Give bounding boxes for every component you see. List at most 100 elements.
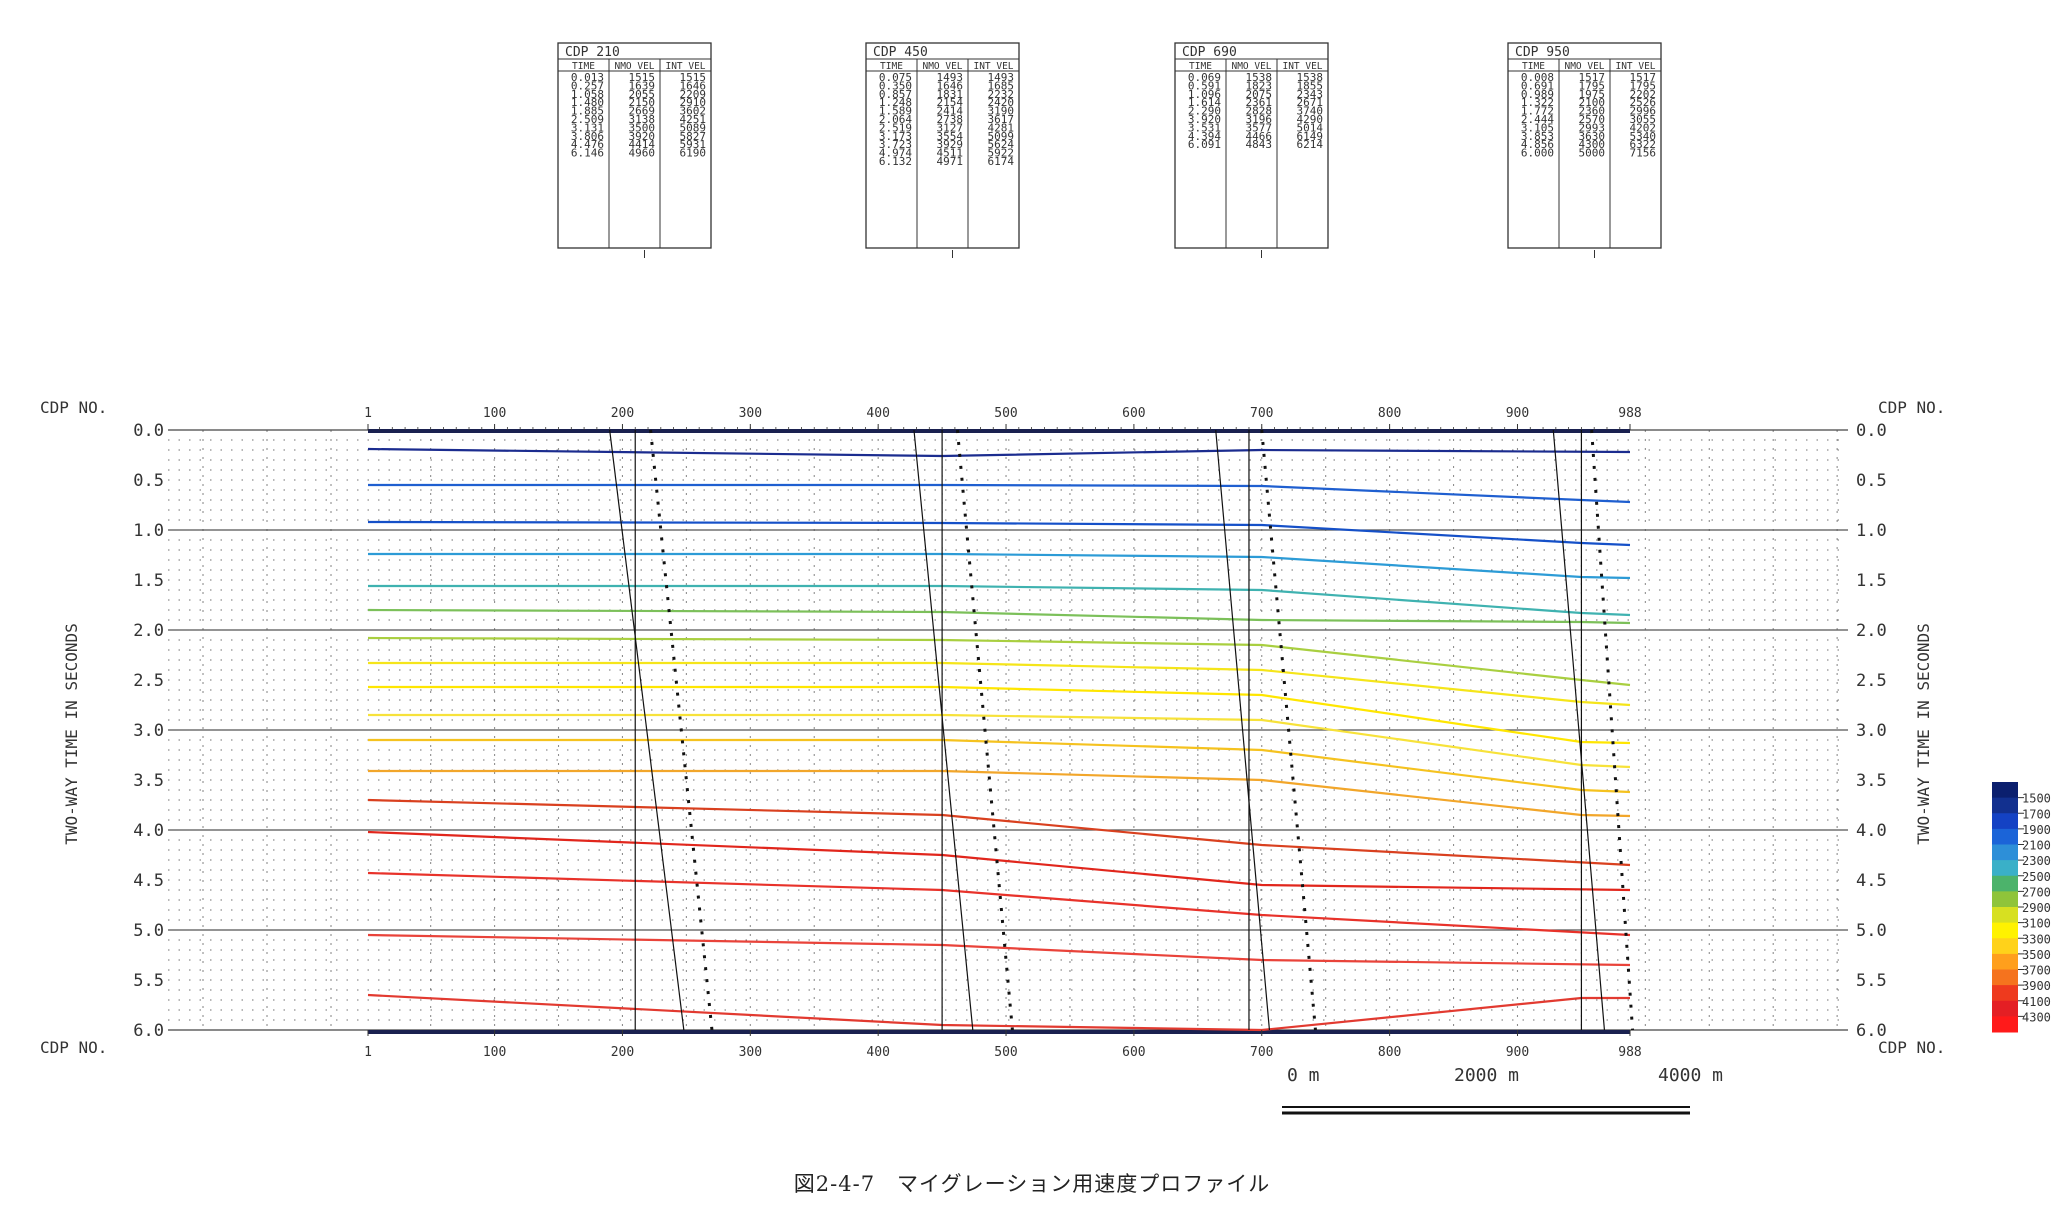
cdp-table-cell: 2360 bbox=[1579, 105, 1606, 118]
time-axis-title-right: TWO-WAY TIME IN SECONDS bbox=[1914, 623, 1933, 845]
velocity-contour-10 bbox=[368, 713, 1631, 769]
cdp-table-cell: 6322 bbox=[1630, 138, 1657, 151]
cdp-table-cell: 5340 bbox=[1630, 130, 1657, 143]
cdp-table-header: NMO VEL bbox=[614, 61, 654, 72]
cdp-table-cell: 4.394 bbox=[1188, 130, 1221, 143]
colorbar-label: 3100 bbox=[2022, 917, 2051, 931]
cdp-table-header: INT VEL bbox=[1282, 61, 1322, 72]
colorbar-swatch bbox=[1992, 938, 2018, 955]
time-tick-label-right: 0.5 bbox=[1856, 471, 1887, 491]
time-tick-label-right: 5.5 bbox=[1856, 971, 1887, 991]
colorbar-swatch bbox=[1992, 969, 2018, 986]
cdp-table-cell: 5922 bbox=[988, 147, 1015, 160]
major-time-lines bbox=[168, 529, 1848, 931]
cdp-table-cell: 2570 bbox=[1579, 113, 1606, 126]
cdp-tick-label-bottom: 500 bbox=[994, 1045, 1017, 1060]
cdp-table-cell: 5000 bbox=[1579, 147, 1606, 160]
cdp-table-cell: 1646 bbox=[680, 79, 707, 92]
cdp-table-cell: 2232 bbox=[988, 88, 1015, 101]
colorbar-swatch bbox=[1992, 875, 2018, 892]
colorbar-label: 2500 bbox=[2022, 870, 2051, 884]
velocity-contour-1 bbox=[367, 447, 1631, 458]
cdp-table-header: INT VEL bbox=[665, 61, 705, 72]
colorbar-label: 4300 bbox=[2022, 1010, 2051, 1024]
time-tick-label-right: 0.0 bbox=[1856, 421, 1887, 441]
colorbar-swatch bbox=[1992, 891, 2018, 908]
colorbar-swatch bbox=[1992, 797, 2018, 814]
colorbar-swatch bbox=[1992, 922, 2018, 939]
cdp-table-cell: 1538 bbox=[1297, 71, 1324, 84]
profile-line-cdp-210 bbox=[609, 429, 685, 1031]
colorbar-label: 1500 bbox=[2022, 792, 2051, 806]
cdp-table-cell: 6190 bbox=[680, 147, 707, 160]
colorbar-swatch bbox=[1992, 828, 2018, 845]
cdp-table-cell: 3196 bbox=[1246, 113, 1273, 126]
cdp-table-header: NMO VEL bbox=[1231, 61, 1271, 72]
cdp-table-title: CDP 210 bbox=[565, 45, 620, 60]
cdp-table-cell: 5089 bbox=[680, 121, 707, 134]
cdp-tick-label-bottom: 600 bbox=[1122, 1045, 1145, 1060]
cdp-table-cell: 4.856 bbox=[1521, 138, 1554, 151]
cdp-table-cell: 1795 bbox=[1579, 79, 1606, 92]
cdp-table-cell: 3577 bbox=[1246, 121, 1273, 134]
cdp-table-cell: 4511 bbox=[937, 147, 964, 160]
velocity-contour-8 bbox=[368, 661, 1631, 707]
cdp-table-cell: 3.853 bbox=[1521, 130, 1554, 143]
cdp-table-cell: 4251 bbox=[680, 113, 707, 126]
cdp-table-cell: 2361 bbox=[1246, 96, 1273, 109]
cdp-table-header: TIME bbox=[1522, 61, 1545, 72]
cdp-table-cell: 1831 bbox=[937, 88, 964, 101]
cdp-tick-label-top: 1 bbox=[364, 406, 372, 421]
profile-line-cdp-450 bbox=[955, 429, 1014, 1031]
cdp-table-cell: 3.723 bbox=[879, 138, 912, 151]
time-tick-label-left: 4.5 bbox=[133, 871, 164, 891]
cdp-table-header: TIME bbox=[572, 61, 595, 72]
cdp-table-cell: 1517 bbox=[1579, 71, 1606, 84]
cdp-table-cell: 7156 bbox=[1630, 147, 1657, 160]
cdp-table-border bbox=[1174, 42, 1329, 249]
time-tick-label-right: 4.0 bbox=[1856, 821, 1887, 841]
profile-line-cdp-950 bbox=[1552, 429, 1606, 1031]
cdp-tick-label-top: 800 bbox=[1378, 406, 1401, 421]
colorbar-label: 1700 bbox=[2022, 807, 2051, 821]
cdp-table-cell: 2828 bbox=[1246, 105, 1273, 118]
cdp-table-cell: 0.857 bbox=[879, 88, 912, 101]
cdp-table-cell: 4414 bbox=[629, 138, 656, 151]
cdp-table-cell: 4202 bbox=[1630, 121, 1657, 134]
time-tick-label-left: 1.0 bbox=[133, 521, 164, 541]
velocity-contour-16 bbox=[367, 933, 1631, 967]
cdp-table-cell: 1493 bbox=[937, 71, 964, 84]
cdp-table-cell: 4300 bbox=[1579, 138, 1606, 151]
time-tick-label-right: 1.0 bbox=[1856, 521, 1887, 541]
time-tick-label-right: 3.0 bbox=[1856, 721, 1887, 741]
time-tick-label-left: 2.0 bbox=[133, 621, 164, 641]
cdp-table-cell: 3.806 bbox=[571, 130, 604, 143]
cdp-table-cell: 1823 bbox=[1246, 79, 1273, 92]
velocity-contour-7 bbox=[367, 636, 1631, 687]
cdp-table-cell: 1.096 bbox=[1188, 88, 1221, 101]
cdp-table-cell: 1795 bbox=[1630, 79, 1657, 92]
cdp-table-cell: 3630 bbox=[1579, 130, 1606, 143]
cdp-table-cell: 1.248 bbox=[879, 96, 912, 109]
cdp-axis-ticks: 1 1 100 100 200 200 300 300 400 400 500 500 600 600 70… bbox=[364, 406, 1642, 1060]
cdp-profile-lines bbox=[609, 429, 1635, 1031]
time-tick-label-left: 6.0 bbox=[133, 1021, 164, 1041]
velocity-contour-9 bbox=[368, 685, 1631, 745]
time-tick-label-left: 4.0 bbox=[133, 821, 164, 841]
cdp-table-cell: 0.989 bbox=[1521, 88, 1554, 101]
colorbar-label: 2700 bbox=[2022, 885, 2051, 899]
cdp-table-cell: 1.885 bbox=[571, 105, 604, 118]
cdp-table-cell: 5827 bbox=[680, 130, 707, 143]
cdp-table-title: CDP 950 bbox=[1515, 45, 1570, 60]
cdp-table-cell: 1.480 bbox=[571, 96, 604, 109]
cdp-tick-label-bottom: 100 bbox=[483, 1045, 506, 1060]
scale-label-mid: 2000 m bbox=[1454, 1065, 1519, 1086]
cdp-table-cell: 2993 bbox=[1579, 121, 1606, 134]
velocity-contour-15 bbox=[367, 871, 1631, 937]
cdp-table-cell: 0.257 bbox=[571, 79, 604, 92]
time-tick-label-right: 2.0 bbox=[1856, 621, 1887, 641]
